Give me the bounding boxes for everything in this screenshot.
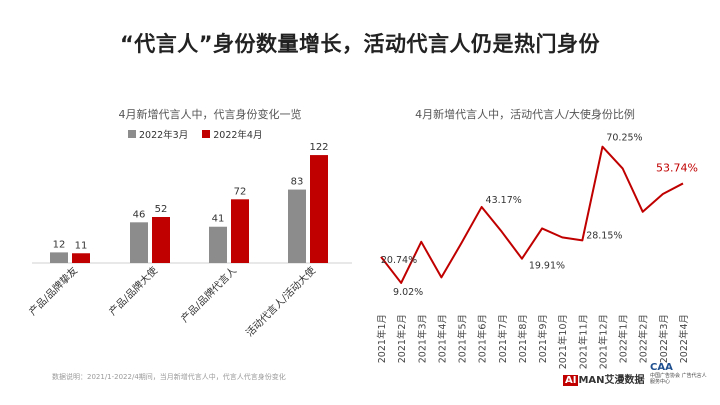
line-x-tick-label: 2022年1月 [618,314,630,363]
legend-item-april: 2022年4月 [202,127,262,141]
bar-category-label: 产品/品牌大使 [106,264,160,318]
caa-logo: CAA 中国广告协会 广告代言人服务中心 [650,362,707,385]
line-data-label: 43.17% [486,195,522,206]
line-x-tick-label: 2021年6月 [477,314,489,363]
bar-category-label: 活动代言人/活动大使 [243,264,318,339]
bar-value-label: 12 [53,239,66,250]
line-x-tick-label: 2021年9月 [537,314,549,363]
bar-april-3 [310,155,328,263]
line-x-tick-label: 2021年3月 [416,314,428,363]
bar-march-3 [288,189,306,263]
bar-value-label: 83 [291,177,304,188]
legend-item-march: 2022年3月 [128,127,188,141]
legend-swatch-april [202,130,211,138]
line-data-label: 20.74% [381,255,417,266]
line-data-label: 53.74% [656,161,698,174]
line-x-tick-label: 2021年12月 [597,314,609,369]
line-x-tick-label: 2021年4月 [436,314,448,363]
line-x-tick-label: 2021年7月 [497,314,509,363]
bar-value-label: 46 [133,209,146,220]
line-x-tick-label: 2022年4月 [678,314,690,363]
bar-value-label: 122 [309,142,328,153]
bar-chart-title: 4月新增代言人中，代言身份变化一览 [118,108,302,121]
page-title: “代言人”身份数量增长，活动代言人仍是热门身份 [119,32,601,56]
line-data-label: 19.91% [529,261,565,272]
bar-april-0 [72,253,90,263]
bar-value-label: 41 [212,214,225,225]
legend-label-april: 2022年4月 [213,130,263,141]
bar-category-label: 产品/品牌挚友 [26,264,80,318]
line-x-tick-label: 2022年2月 [638,314,650,363]
bar-april-2 [231,199,249,263]
line-x-tick-label: 2021年5月 [457,314,469,363]
bar-march-2 [209,226,227,263]
line-data-label: 70.25% [606,133,642,144]
line-chart-title: 4月新增代言人中，活动代言人/大使身份比例 [415,108,635,121]
data-footnote: 数据说明：2021/1-2022/4期间，当月新增代言人中，代言人代言身份变化 [52,373,286,381]
bar-value-label: 11 [75,240,88,251]
bar-march-1 [130,222,148,263]
aiman-logo: AI MAN艾漫数据 [563,375,645,386]
bar-march-0 [50,252,68,263]
bar-april-1 [152,217,170,263]
line-data-label: 9.02% [393,287,423,298]
line-x-tick-label: 2021年8月 [517,314,529,363]
line-x-tick-label: 2022年3月 [658,314,670,363]
series-line [380,145,684,284]
line-data-label: 28.15% [586,230,622,241]
bar-legend: 2022年3月 2022年4月 [128,127,262,141]
legend-swatch-march [128,130,136,138]
bar-value-label: 52 [155,204,168,215]
bar-category-label: 产品/品牌代言人 [178,264,239,325]
line-x-tick-label: 2021年10月 [557,314,569,369]
line-x-tick-label: 2021年11月 [577,314,589,369]
legend-label-march: 2022年3月 [139,130,189,141]
line-x-tick-label: 2021年1月 [376,314,388,363]
bar-value-label: 72 [234,186,247,197]
line-x-tick-label: 2021年2月 [396,314,408,363]
